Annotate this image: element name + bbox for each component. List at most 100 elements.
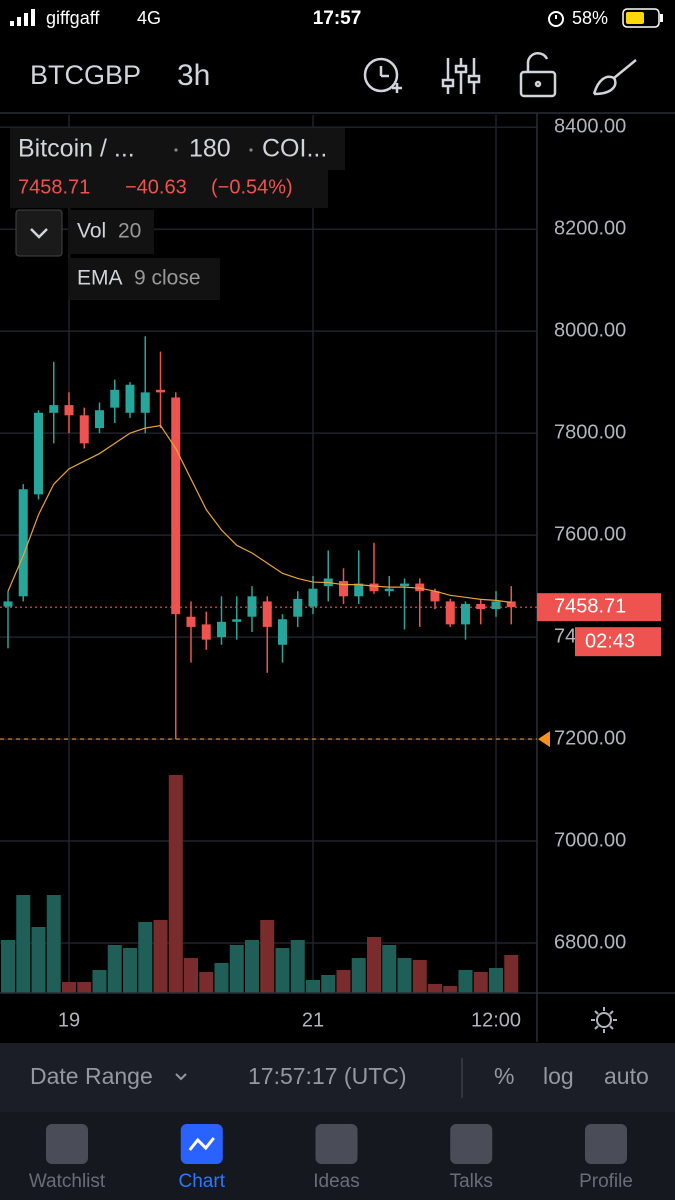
tab-label: Talks	[450, 1171, 493, 1192]
indicator-name[interactable]: EMA	[77, 267, 123, 290]
candle-body	[384, 588, 394, 592]
legend-title[interactable]: Bitcoin / ...	[18, 135, 135, 163]
volume-bar	[107, 945, 122, 993]
settings-button[interactable]	[591, 1007, 617, 1033]
chart-plot	[0, 115, 537, 993]
date-range-button[interactable]: Date Range	[30, 1063, 153, 1089]
volume-bar	[275, 948, 290, 993]
candle-body	[79, 415, 89, 444]
candle-body	[461, 603, 470, 625]
candle-body	[415, 583, 425, 592]
y-tick-label: 6800.00	[554, 931, 626, 953]
tabs: Watchlist Chart Ideas Talks Profile	[29, 1124, 633, 1192]
tab[interactable]: Ideas	[313, 1124, 360, 1192]
y-tick-label: 7800.00	[554, 421, 626, 443]
tab[interactable]: Profile	[579, 1124, 633, 1192]
candle-body	[125, 384, 135, 413]
dropdown-chevron	[175, 1073, 187, 1081]
drawing-button[interactable]	[592, 59, 637, 96]
x-tick-label: 12:00	[471, 1009, 521, 1031]
log-button[interactable]: log	[543, 1063, 574, 1089]
percent-button[interactable]: %	[494, 1063, 514, 1089]
last-price-label: 7458.71	[554, 595, 626, 617]
tab-icon-glyph	[188, 1137, 215, 1151]
volume-bar	[290, 940, 305, 993]
candle-body	[186, 616, 196, 627]
volume-bar	[31, 927, 46, 993]
bottom-toolbar	[0, 1043, 675, 1112]
volume-bar	[92, 970, 107, 993]
legend-box	[10, 128, 345, 170]
candle-body	[430, 591, 440, 602]
candle-body	[262, 601, 272, 627]
interval[interactable]: 3h	[177, 59, 210, 92]
indicator-name[interactable]: Vol	[77, 220, 106, 243]
candle-body	[201, 624, 211, 640]
network: 4G	[137, 8, 161, 28]
candle-body	[445, 601, 455, 625]
collapse-button[interactable]	[15, 209, 63, 257]
carrier: giffgaff	[46, 8, 100, 28]
alert-button[interactable]	[363, 57, 402, 93]
y-tick-label: 7600.00	[554, 523, 626, 545]
volume-bar	[245, 940, 259, 993]
battery-icon	[622, 8, 663, 28]
indicator-box	[68, 210, 154, 254]
volume-bar	[412, 960, 427, 993]
legend-interval: 180	[189, 135, 231, 163]
tab[interactable]: Watchlist	[29, 1124, 106, 1192]
x-tick-label: 21	[302, 1009, 324, 1031]
volume-bar	[229, 945, 244, 993]
y-tick-label: 8000.00	[554, 319, 626, 341]
volume-bar	[382, 945, 397, 993]
y-tick-label: 8200.00	[554, 217, 626, 239]
volume-bar	[428, 984, 442, 993]
alert-marker[interactable]	[538, 731, 550, 748]
legend-exchange: COI...	[262, 135, 327, 163]
candle-body	[308, 588, 318, 607]
candle-body	[476, 603, 486, 610]
battery-percent: 58%	[572, 8, 608, 28]
volume-bar	[138, 922, 153, 993]
symbol[interactable]: BTCGBP	[30, 60, 141, 90]
tab-icon	[450, 1124, 493, 1164]
tab[interactable]: Chart	[179, 1124, 226, 1192]
tab-icon	[315, 1124, 358, 1164]
indicator-param: 9 close	[134, 267, 201, 290]
volume-bar	[168, 775, 183, 993]
volume-bar	[351, 958, 366, 993]
candle-body	[400, 583, 409, 587]
candle-body	[95, 410, 104, 429]
volume-bar	[214, 963, 229, 993]
y-tick-label: 7200.00	[554, 727, 626, 749]
alarm-icon	[548, 11, 564, 27]
candle-body	[171, 397, 181, 615]
chart-overlay: 6800.007000.007200.007400.007600.007800.…	[0, 116, 661, 1031]
legend-price-box	[10, 170, 328, 208]
volume-bar	[504, 955, 519, 993]
candle-body	[506, 601, 516, 608]
volume-bar	[46, 895, 61, 993]
candle-body	[3, 601, 13, 607]
candle-body	[339, 581, 348, 597]
volume-bar	[367, 937, 381, 993]
y-tick-label: 7000.00	[554, 829, 626, 851]
separator-dot	[249, 148, 253, 152]
volume-bar	[77, 982, 92, 993]
auto-button[interactable]: auto	[604, 1063, 649, 1089]
volume-bar	[458, 970, 473, 993]
candle-body	[18, 489, 28, 597]
signal-icon	[10, 9, 35, 26]
lock-button[interactable]	[519, 52, 557, 98]
tab-icon	[46, 1124, 88, 1164]
volume-bar	[260, 920, 275, 993]
volume-bar	[489, 968, 503, 993]
candle-body	[49, 405, 59, 413]
countdown-box	[575, 627, 661, 657]
clock-utc: 17:57:17 (UTC)	[248, 1063, 407, 1089]
volume-bar	[397, 958, 412, 993]
volume-bar	[62, 982, 76, 993]
indicators-button[interactable]	[441, 58, 481, 94]
tab[interactable]: Talks	[450, 1124, 493, 1192]
y-tick-label: 8400.00	[554, 116, 626, 138]
